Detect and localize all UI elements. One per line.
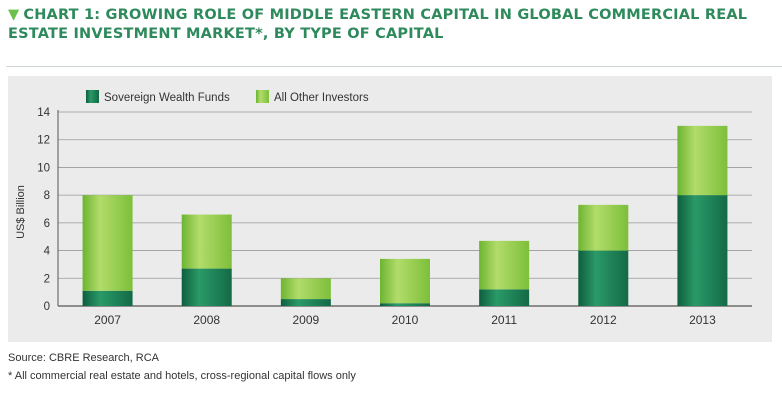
- chart-title-text: CHART 1: GROWING ROLE OF MIDDLE EASTERN …: [8, 7, 748, 42]
- legend-label-sovereign-wealth-funds: Sovereign Wealth Funds: [104, 92, 230, 104]
- x-tick-label: 2011: [491, 313, 517, 327]
- bar-sovereign-wealth-funds: [578, 250, 629, 306]
- y-tick-label: 10: [37, 162, 50, 174]
- bar-sovereign-wealth-funds: [380, 303, 430, 306]
- y-axis-label: US$ Billion: [15, 185, 27, 239]
- legend-label-all-other-investors: All Other Investors: [274, 92, 369, 104]
- y-tick-label: 2: [44, 273, 50, 285]
- title-divider: [6, 66, 782, 67]
- y-tick-label: 0: [44, 301, 50, 313]
- source-note: Source: CBRE Research, RCA: [8, 352, 159, 364]
- y-tick-label: 4: [44, 246, 51, 258]
- legend-swatch-sovereign-wealth-funds: [86, 90, 99, 103]
- x-tick-label: 2009: [293, 313, 320, 327]
- bar-sovereign-wealth-funds: [479, 289, 530, 306]
- x-tick-label: 2010: [392, 313, 419, 327]
- footnote: * All commercial real estate and hotels,…: [8, 370, 356, 382]
- legend-swatch-all-other-investors: [256, 90, 269, 103]
- y-tick-label: 12: [37, 135, 50, 147]
- x-tick-label: 2007: [94, 313, 121, 327]
- x-tick-label: 2008: [193, 313, 220, 327]
- y-tick-label: 6: [44, 218, 50, 230]
- y-tick-label: 8: [44, 190, 50, 202]
- chart-title: ▼ CHART 1: GROWING ROLE OF MIDDLE EASTERN…: [8, 6, 778, 44]
- bar-all-other-investors: [578, 204, 629, 251]
- bar-sovereign-wealth-funds: [677, 195, 728, 306]
- bar-all-other-investors: [380, 258, 430, 304]
- triangle-bullet-icon: ▼: [8, 7, 20, 23]
- bar-sovereign-wealth-funds: [181, 268, 232, 306]
- y-tick-label: 14: [37, 107, 50, 119]
- bar-all-other-investors: [280, 278, 331, 300]
- stacked-bar-chart: 0 2 4 6 8 10 12 14 2007 2008 2009 2010 2011 2012 2013…: [15, 90, 752, 327]
- bar-sovereign-wealth-funds: [82, 290, 133, 306]
- bar-sovereign-wealth-funds: [280, 299, 331, 306]
- x-tick-label: 2012: [590, 313, 617, 327]
- bar-all-other-investors: [82, 195, 133, 291]
- x-tick-label: 2013: [689, 313, 716, 327]
- bar-all-other-investors: [479, 240, 530, 290]
- bar-all-other-investors: [181, 214, 232, 269]
- bar-all-other-investors: [677, 125, 728, 196]
- chart-panel: 0 2 4 6 8 10 12 14 2007 2008 2009 2010 2011 2012 2013…: [8, 76, 772, 342]
